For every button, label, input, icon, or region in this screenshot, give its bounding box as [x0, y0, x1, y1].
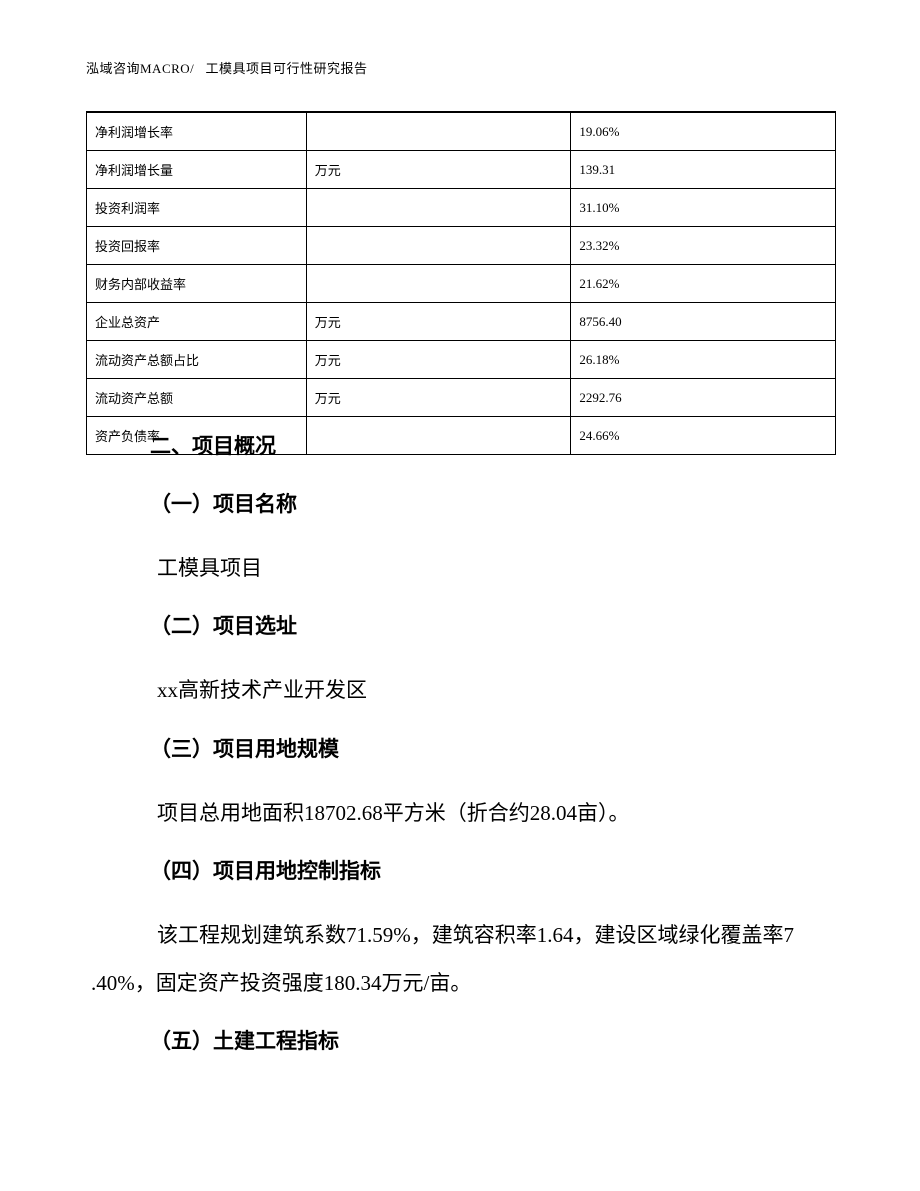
financial-table: 净利润增长率 19.06% 净利润增长量 万元 139.31 投资利润率 31.… [86, 111, 836, 455]
cell-value: 19.06% [571, 112, 836, 151]
header-title: 工模具项目可行性研究报告 [206, 61, 368, 76]
table-row: 投资利润率 31.10% [87, 189, 836, 227]
cell-label: 净利润增长率 [87, 112, 307, 151]
cell-unit: 万元 [306, 151, 571, 189]
table-row: 净利润增长量 万元 139.31 [87, 151, 836, 189]
subsection-heading-land-scale: （三）项目用地规模 [150, 733, 810, 763]
table-row: 财务内部收益率 21.62% [87, 265, 836, 303]
body-text-land-control-1: 该工程规划建筑系数71.59%，建筑容积率1.64，建设区域绿化覆盖率7 [115, 911, 810, 959]
cell-value: 8756.40 [571, 303, 836, 341]
cell-unit [306, 265, 571, 303]
cell-label: 财务内部收益率 [87, 265, 307, 303]
cell-value: 23.32% [571, 227, 836, 265]
subsection-heading-location: （二）项目选址 [150, 610, 810, 640]
page-header: 泓域咨询MACRO/ 工模具项目可行性研究报告 [86, 58, 368, 77]
cell-value: 21.62% [571, 265, 836, 303]
cell-unit [306, 189, 571, 227]
cell-label: 净利润增长量 [87, 151, 307, 189]
body-text-land-control-2: .40%，固定资产投资强度180.34万元/亩。 [91, 959, 810, 1007]
cell-value: 2292.76 [571, 379, 836, 417]
cell-unit [306, 227, 571, 265]
subsection-heading-name: （一）项目名称 [150, 488, 810, 518]
table: 净利润增长率 19.06% 净利润增长量 万元 139.31 投资利润率 31.… [86, 111, 836, 455]
body-text-project-name: 工模具项目 [115, 544, 810, 592]
cell-unit: 万元 [306, 303, 571, 341]
content-body: 二、项目概况 （一）项目名称 工模具项目 （二）项目选址 xx高新技术产业开发区… [115, 430, 810, 1081]
cell-label: 投资回报率 [87, 227, 307, 265]
section-heading-overview: 二、项目概况 [150, 430, 810, 460]
cell-value: 31.10% [571, 189, 836, 227]
table-row: 企业总资产 万元 8756.40 [87, 303, 836, 341]
table-row: 投资回报率 23.32% [87, 227, 836, 265]
cell-label: 投资利润率 [87, 189, 307, 227]
cell-value: 139.31 [571, 151, 836, 189]
subsection-heading-civil: （五）土建工程指标 [150, 1025, 810, 1055]
body-text-land-scale: 项目总用地面积18702.68平方米（折合约28.04亩）。 [115, 789, 810, 837]
cell-label: 企业总资产 [87, 303, 307, 341]
cell-value: 26.18% [571, 341, 836, 379]
subsection-heading-land-control: （四）项目用地控制指标 [150, 855, 810, 885]
body-text-location: xx高新技术产业开发区 [115, 666, 810, 714]
cell-unit: 万元 [306, 379, 571, 417]
cell-label: 流动资产总额 [87, 379, 307, 417]
cell-unit [306, 112, 571, 151]
cell-unit: 万元 [306, 341, 571, 379]
header-org: 泓域咨询MACRO/ [86, 61, 194, 76]
table-row: 净利润增长率 19.06% [87, 112, 836, 151]
cell-label: 流动资产总额占比 [87, 341, 307, 379]
table-row: 流动资产总额 万元 2292.76 [87, 379, 836, 417]
table-row: 流动资产总额占比 万元 26.18% [87, 341, 836, 379]
